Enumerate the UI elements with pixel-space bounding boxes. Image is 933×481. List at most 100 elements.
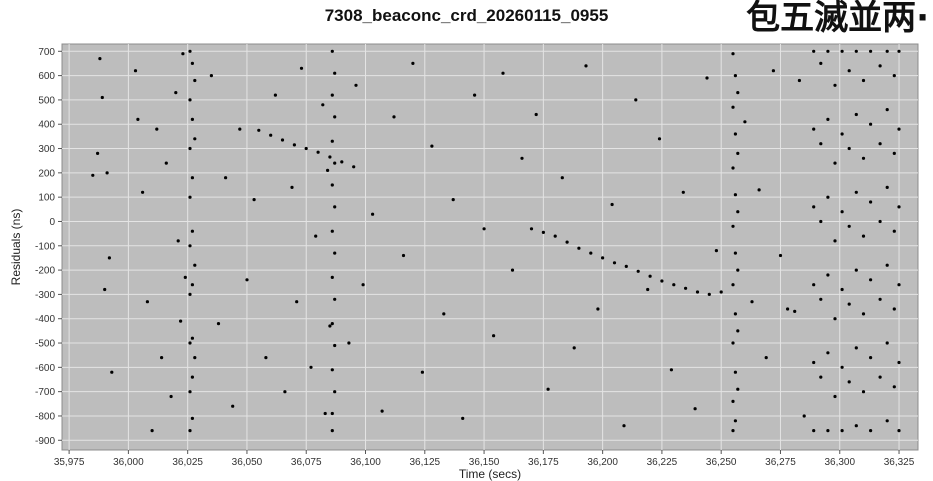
data-point [352,165,356,169]
data-point [501,71,505,75]
data-point [771,69,776,73]
data-point [731,399,735,403]
y-tick-label: 200 [38,168,55,179]
data-point [314,234,318,238]
data-point [295,300,299,304]
data-point [290,185,294,189]
data-point [330,229,334,233]
data-point [482,227,486,231]
data-point [892,385,896,389]
data-point [150,429,154,433]
data-point [190,375,194,379]
data-point [316,150,320,154]
data-point [847,146,851,151]
data-point [897,283,901,287]
data-point [854,346,858,350]
data-point [840,210,844,214]
data-point [190,117,194,121]
data-point [736,387,740,391]
data-point [392,115,396,119]
data-point [155,127,159,131]
data-point [885,185,889,189]
data-point [411,61,415,65]
plot-area [61,43,919,451]
data-point [812,127,816,131]
data-point [812,205,816,209]
data-point [897,205,901,209]
data-point [892,151,896,155]
y-axis-label: Residuals (ns) [9,209,23,286]
data-point [854,49,858,53]
data-point [733,193,738,197]
data-point [330,411,334,416]
data-point [321,103,325,107]
y-tick-label: -700 [35,387,55,398]
data-point [401,253,406,258]
data-point [420,370,424,374]
data-point [731,283,735,287]
data-point [252,198,256,202]
y-tick-label: 600 [38,71,55,82]
data-point [812,360,816,365]
data-point [833,317,837,321]
y-tick-label: 400 [38,120,55,131]
data-point [380,409,384,413]
data-point [840,287,844,292]
data-point [273,93,277,97]
data-point [361,283,365,287]
data-point [878,142,882,146]
data-point [634,98,638,102]
data-point [91,173,95,177]
data-point [733,312,738,316]
data-point [333,390,337,394]
data-point [333,297,337,301]
data-point [636,269,640,273]
data-point [193,137,197,141]
data-point [819,297,823,301]
x-tick-label: 36,125 [409,457,440,468]
data-point [854,424,858,428]
data-point [840,132,844,136]
data-point [854,268,858,272]
data-point [861,156,866,160]
data-point [176,239,180,243]
data-point [833,394,837,399]
x-tick-label: 35,975 [54,457,85,468]
data-point [461,416,465,420]
data-point [179,319,183,323]
data-point [520,156,524,160]
data-point [174,91,178,95]
data-point [340,160,344,164]
data-point [190,176,194,180]
y-tick-label: 700 [38,47,55,58]
data-point [280,138,285,142]
data-point [684,286,688,290]
data-point [183,275,187,279]
data-point [819,219,823,224]
data-point [733,419,738,423]
y-tick-label: -400 [35,314,55,325]
data-point [292,143,296,147]
data-point [328,324,332,328]
data-point [188,292,192,296]
data-point [731,105,735,109]
data-point [589,251,593,255]
data-point [100,95,104,100]
data-point [330,275,334,279]
data-point [188,244,192,248]
data-point [878,64,882,68]
y-tick-label: -900 [35,436,55,447]
data-point [190,229,194,233]
data-point [323,411,327,416]
data-point [812,283,816,287]
data-point [869,49,873,53]
data-point [103,287,107,292]
data-point [304,146,308,151]
data-point [193,263,197,267]
data-point [333,343,337,348]
data-point [565,240,569,244]
x-tick-label: 36,200 [587,457,618,468]
data-point [819,375,823,379]
data-point [885,341,889,345]
overlay-text-fragment: 包五滅並两· [746,0,929,38]
